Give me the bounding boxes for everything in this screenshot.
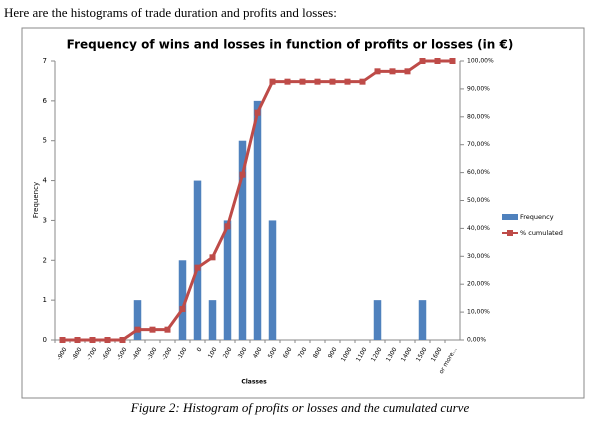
intro-text: Here are the histograms of trade duratio…: [4, 5, 337, 20]
y-tick-label: 7: [43, 57, 47, 65]
y2-tick-label: 80,00%: [467, 113, 490, 120]
line-marker: [59, 337, 66, 343]
y2-tick-label: 100,00%: [467, 58, 494, 65]
line-marker: [284, 78, 291, 85]
x-tick-label: 600: [282, 346, 294, 360]
line-marker: [359, 78, 366, 85]
y-tick-label: 0: [43, 336, 47, 344]
bar: [193, 180, 202, 340]
legend-swatch: [502, 214, 518, 220]
line-marker: [404, 68, 411, 75]
line-marker: [209, 254, 216, 261]
bar: [253, 100, 262, 340]
chart-frame: [21, 27, 585, 399]
line-marker: [449, 58, 456, 64]
line-marker: [299, 78, 306, 85]
line-marker: [254, 109, 261, 116]
line-marker: [89, 337, 96, 343]
bar: [208, 300, 217, 340]
line-marker: [164, 326, 171, 333]
chart-title: Frequency of wins and losses in function…: [67, 38, 514, 52]
y2-tick-label: 90,00%: [467, 85, 490, 92]
x-tick-label: 300: [237, 346, 249, 360]
legend-label: Frequency: [520, 213, 554, 221]
x-tick-label: 100: [207, 346, 219, 360]
x-tick-label: 700: [297, 346, 309, 360]
legend-label: % cumulated: [520, 229, 563, 237]
bar: [178, 260, 187, 340]
y2-tick-label: 10,00%: [467, 309, 490, 316]
y-tick-label: 1: [43, 296, 47, 304]
y-axis-label: Frequency: [32, 182, 40, 218]
x-tick-label: 200: [222, 346, 234, 360]
line-marker: [344, 78, 351, 85]
y-tick-label: 3: [43, 216, 47, 224]
y-tick-label: 5: [43, 137, 47, 145]
line-marker: [389, 68, 396, 75]
line-marker: [314, 78, 321, 85]
y-tick-label: 6: [43, 97, 48, 105]
bar: [373, 300, 382, 340]
line-marker: [194, 264, 201, 271]
bar: [418, 300, 427, 340]
y2-tick-label: 30,00%: [467, 253, 490, 260]
y2-tick-label: 0,00%: [467, 337, 486, 344]
line-marker: [179, 306, 186, 313]
line-marker: [239, 171, 246, 178]
bar: [238, 140, 247, 340]
y-tick-label: 4: [43, 177, 48, 185]
line-marker: [374, 68, 381, 75]
x-axis-label: Classes: [241, 379, 267, 386]
line-marker: [419, 58, 426, 64]
line-marker: [104, 337, 111, 343]
line-marker: [74, 337, 81, 343]
line-marker: [134, 326, 141, 333]
bar: [133, 300, 142, 340]
bar: [268, 220, 277, 340]
x-tick-label: 800: [312, 346, 324, 360]
bar: [223, 220, 232, 340]
line-marker: [149, 326, 156, 333]
y2-tick-label: 20,00%: [467, 281, 490, 288]
y2-tick-label: 40,00%: [467, 225, 490, 232]
line-marker: [434, 58, 441, 64]
line-marker: [224, 223, 231, 230]
y-tick-label: 2: [43, 256, 47, 264]
y2-tick-label: 70,00%: [467, 141, 490, 148]
line-marker: [329, 78, 336, 85]
x-tick-label: 900: [327, 346, 339, 360]
caption: Figure 2: Histogram of profits or losses…: [130, 400, 470, 415]
x-tick-label: 400: [252, 346, 264, 360]
line-marker: [269, 78, 276, 85]
y2-tick-label: 60,00%: [467, 169, 490, 176]
y2-tick-label: 50,00%: [467, 197, 490, 204]
x-tick-label: 0: [196, 346, 204, 353]
legend-marker: [507, 230, 513, 236]
x-tick-label: 500: [267, 346, 279, 360]
line-marker: [119, 337, 126, 343]
